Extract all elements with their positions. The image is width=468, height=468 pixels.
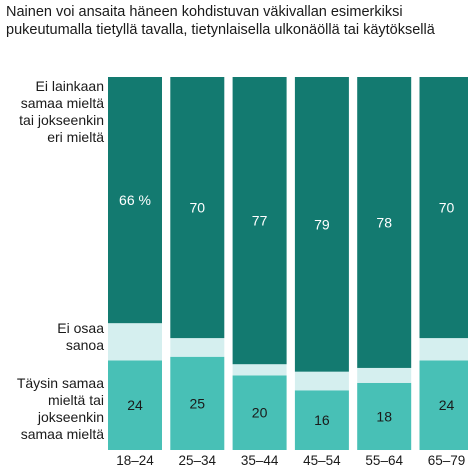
chart-title: Nainen voi ansaita häneen kohdistuvan vä… bbox=[6, 4, 435, 38]
bar-segment-18–24-s0 bbox=[108, 360, 162, 450]
bar-segment-55–64-s1 bbox=[357, 367, 412, 383]
bar-segment-65–79-s1 bbox=[419, 338, 468, 361]
x-tick-65–79: 65–79 bbox=[428, 453, 466, 468]
data-label-35–44-s0: 20 bbox=[252, 405, 268, 421]
bar-segment-25–34-s2 bbox=[170, 77, 225, 339]
x-tick-55–64: 55–64 bbox=[365, 453, 403, 468]
x-tick-35–44: 35–44 bbox=[241, 453, 279, 468]
data-label-55–64-s0: 18 bbox=[376, 408, 392, 424]
data-label-25–34-s2: 70 bbox=[190, 200, 206, 216]
data-label-55–64-s2: 78 bbox=[376, 214, 392, 230]
bar-segment-45–54-s0 bbox=[294, 390, 349, 450]
data-label-25–34-s0: 25 bbox=[190, 395, 206, 411]
bar-segment-55–64-s0 bbox=[357, 382, 412, 450]
data-label-45–54-s2: 79 bbox=[314, 216, 330, 232]
bar-segment-35–44-s1 bbox=[232, 364, 287, 376]
bar-segment-35–44-s2 bbox=[232, 77, 287, 365]
data-label-35–44-s2: 77 bbox=[252, 213, 268, 229]
data-label-65–79-s0: 24 bbox=[439, 397, 455, 413]
data-label-45–54-s0: 16 bbox=[314, 412, 330, 428]
bar-segment-18–24-s1 bbox=[108, 323, 162, 361]
bar-segment-65–79-s2 bbox=[419, 77, 468, 339]
x-tick-18–24: 18–24 bbox=[116, 453, 154, 468]
bar-segment-45–54-s2 bbox=[294, 77, 349, 372]
bar-segment-18–24-s2 bbox=[108, 77, 162, 324]
bar-segment-55–64-s2 bbox=[357, 77, 412, 368]
bar-segment-25–34-s0 bbox=[170, 356, 225, 450]
bar-segment-45–54-s1 bbox=[294, 371, 349, 391]
data-label-18–24-s2: 66 % bbox=[119, 192, 151, 208]
x-tick-25–34: 25–34 bbox=[179, 453, 217, 468]
legend-label-disagree: Ei lainkaan samaa mieltä tai jokseenkin … bbox=[19, 78, 104, 145]
data-label-65–79-s2: 70 bbox=[439, 200, 455, 216]
bar-segment-25–34-s1 bbox=[170, 338, 225, 357]
legend-label-dont-know: Ei osaa sanoa bbox=[57, 320, 104, 353]
bar-segment-35–44-s0 bbox=[232, 375, 287, 450]
data-label-18–24-s0: 24 bbox=[127, 397, 143, 413]
bar-segment-65–79-s0 bbox=[419, 360, 468, 450]
x-tick-45–54: 45–54 bbox=[303, 453, 341, 468]
legend-label-agree: Täysin samaa mieltä tai jokseenkin samaa… bbox=[16, 375, 104, 442]
